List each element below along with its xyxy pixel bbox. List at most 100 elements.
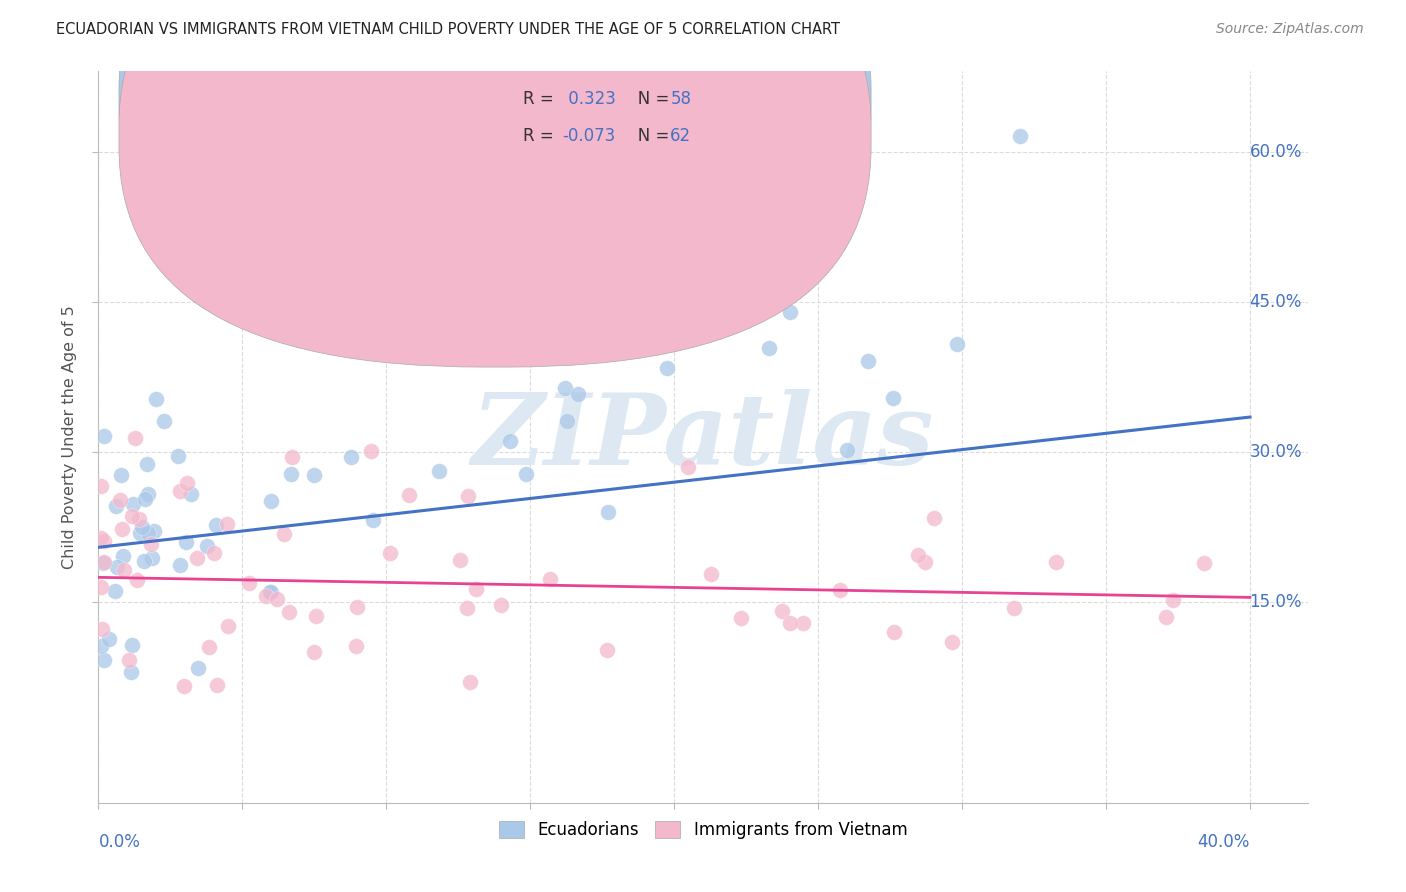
Point <box>700 566 723 581</box>
Point <box>173 679 195 693</box>
Point <box>596 505 619 519</box>
Point <box>105 560 128 574</box>
Point <box>91 556 114 570</box>
Point <box>302 645 325 659</box>
Point <box>260 585 283 599</box>
Point <box>104 500 127 514</box>
Point <box>1154 610 1177 624</box>
Point <box>90 639 112 653</box>
Point <box>457 489 479 503</box>
Point <box>361 513 384 527</box>
Point <box>770 604 793 618</box>
Point <box>302 468 325 483</box>
Point <box>202 547 225 561</box>
Point <box>924 510 946 524</box>
Point <box>554 381 576 395</box>
Point <box>124 431 146 445</box>
Point <box>730 611 752 625</box>
FancyBboxPatch shape <box>456 71 806 170</box>
Point <box>90 531 112 545</box>
Point <box>125 573 148 587</box>
Point <box>941 635 963 649</box>
Text: ZIPatlas: ZIPatlas <box>472 389 934 485</box>
Text: Source: ZipAtlas.com: Source: ZipAtlas.com <box>1216 22 1364 37</box>
Point <box>198 640 221 655</box>
Point <box>883 624 905 639</box>
Point <box>567 387 589 401</box>
Point <box>837 442 859 457</box>
Point <box>176 475 198 490</box>
Point <box>121 508 143 523</box>
Point <box>93 555 115 569</box>
Point <box>344 639 367 653</box>
Point <box>266 591 288 606</box>
Point <box>458 675 481 690</box>
Point <box>427 464 450 478</box>
Point <box>93 533 115 548</box>
Text: 40.0%: 40.0% <box>1198 833 1250 851</box>
Point <box>205 677 228 691</box>
Point <box>538 572 561 586</box>
Point <box>678 460 700 475</box>
Point <box>779 616 801 631</box>
Point <box>945 337 967 351</box>
Point <box>204 517 226 532</box>
Point <box>110 467 132 482</box>
Point <box>174 535 197 549</box>
Point <box>830 583 852 598</box>
Point <box>118 653 141 667</box>
Point <box>104 583 127 598</box>
Point <box>169 483 191 498</box>
Point <box>259 584 281 599</box>
Point <box>281 450 304 465</box>
Point <box>217 619 239 633</box>
Point <box>195 540 218 554</box>
Point <box>136 457 159 471</box>
Point <box>90 479 112 493</box>
Point <box>280 467 302 482</box>
Point <box>464 582 486 597</box>
Point <box>779 304 801 318</box>
Point <box>856 353 879 368</box>
Point <box>678 219 700 234</box>
Point <box>378 546 401 560</box>
Point <box>882 391 904 405</box>
Point <box>186 551 208 566</box>
Text: 60.0%: 60.0% <box>1250 143 1302 161</box>
Text: R =: R = <box>523 90 558 108</box>
Point <box>180 487 202 501</box>
Y-axis label: Child Poverty Under the Age of 5: Child Poverty Under the Age of 5 <box>62 305 77 569</box>
Text: 15.0%: 15.0% <box>1250 593 1302 611</box>
Point <box>792 615 814 630</box>
Point <box>132 554 155 568</box>
Point <box>254 589 277 603</box>
Point <box>93 428 115 442</box>
Text: 62: 62 <box>671 128 692 145</box>
Point <box>273 527 295 541</box>
Text: 0.0%: 0.0% <box>98 833 141 851</box>
Point <box>489 598 512 612</box>
Point <box>121 638 143 652</box>
Point <box>1045 555 1067 569</box>
Point <box>596 643 619 657</box>
Text: 0.323: 0.323 <box>562 90 616 108</box>
Point <box>238 575 260 590</box>
Point <box>90 622 112 636</box>
Point <box>463 337 485 351</box>
Point <box>217 516 239 531</box>
Text: R =: R = <box>523 128 558 145</box>
Point <box>305 608 328 623</box>
FancyBboxPatch shape <box>120 0 872 330</box>
Point <box>167 449 190 463</box>
Text: 30.0%: 30.0% <box>1250 443 1302 461</box>
Point <box>90 580 112 594</box>
Point <box>134 491 156 506</box>
Text: -0.073: -0.073 <box>562 128 616 145</box>
Point <box>187 660 209 674</box>
Point <box>120 665 142 680</box>
Point <box>153 414 176 428</box>
Point <box>655 360 678 375</box>
Point <box>145 392 167 406</box>
Point <box>562 279 585 293</box>
Text: 45.0%: 45.0% <box>1250 293 1302 310</box>
